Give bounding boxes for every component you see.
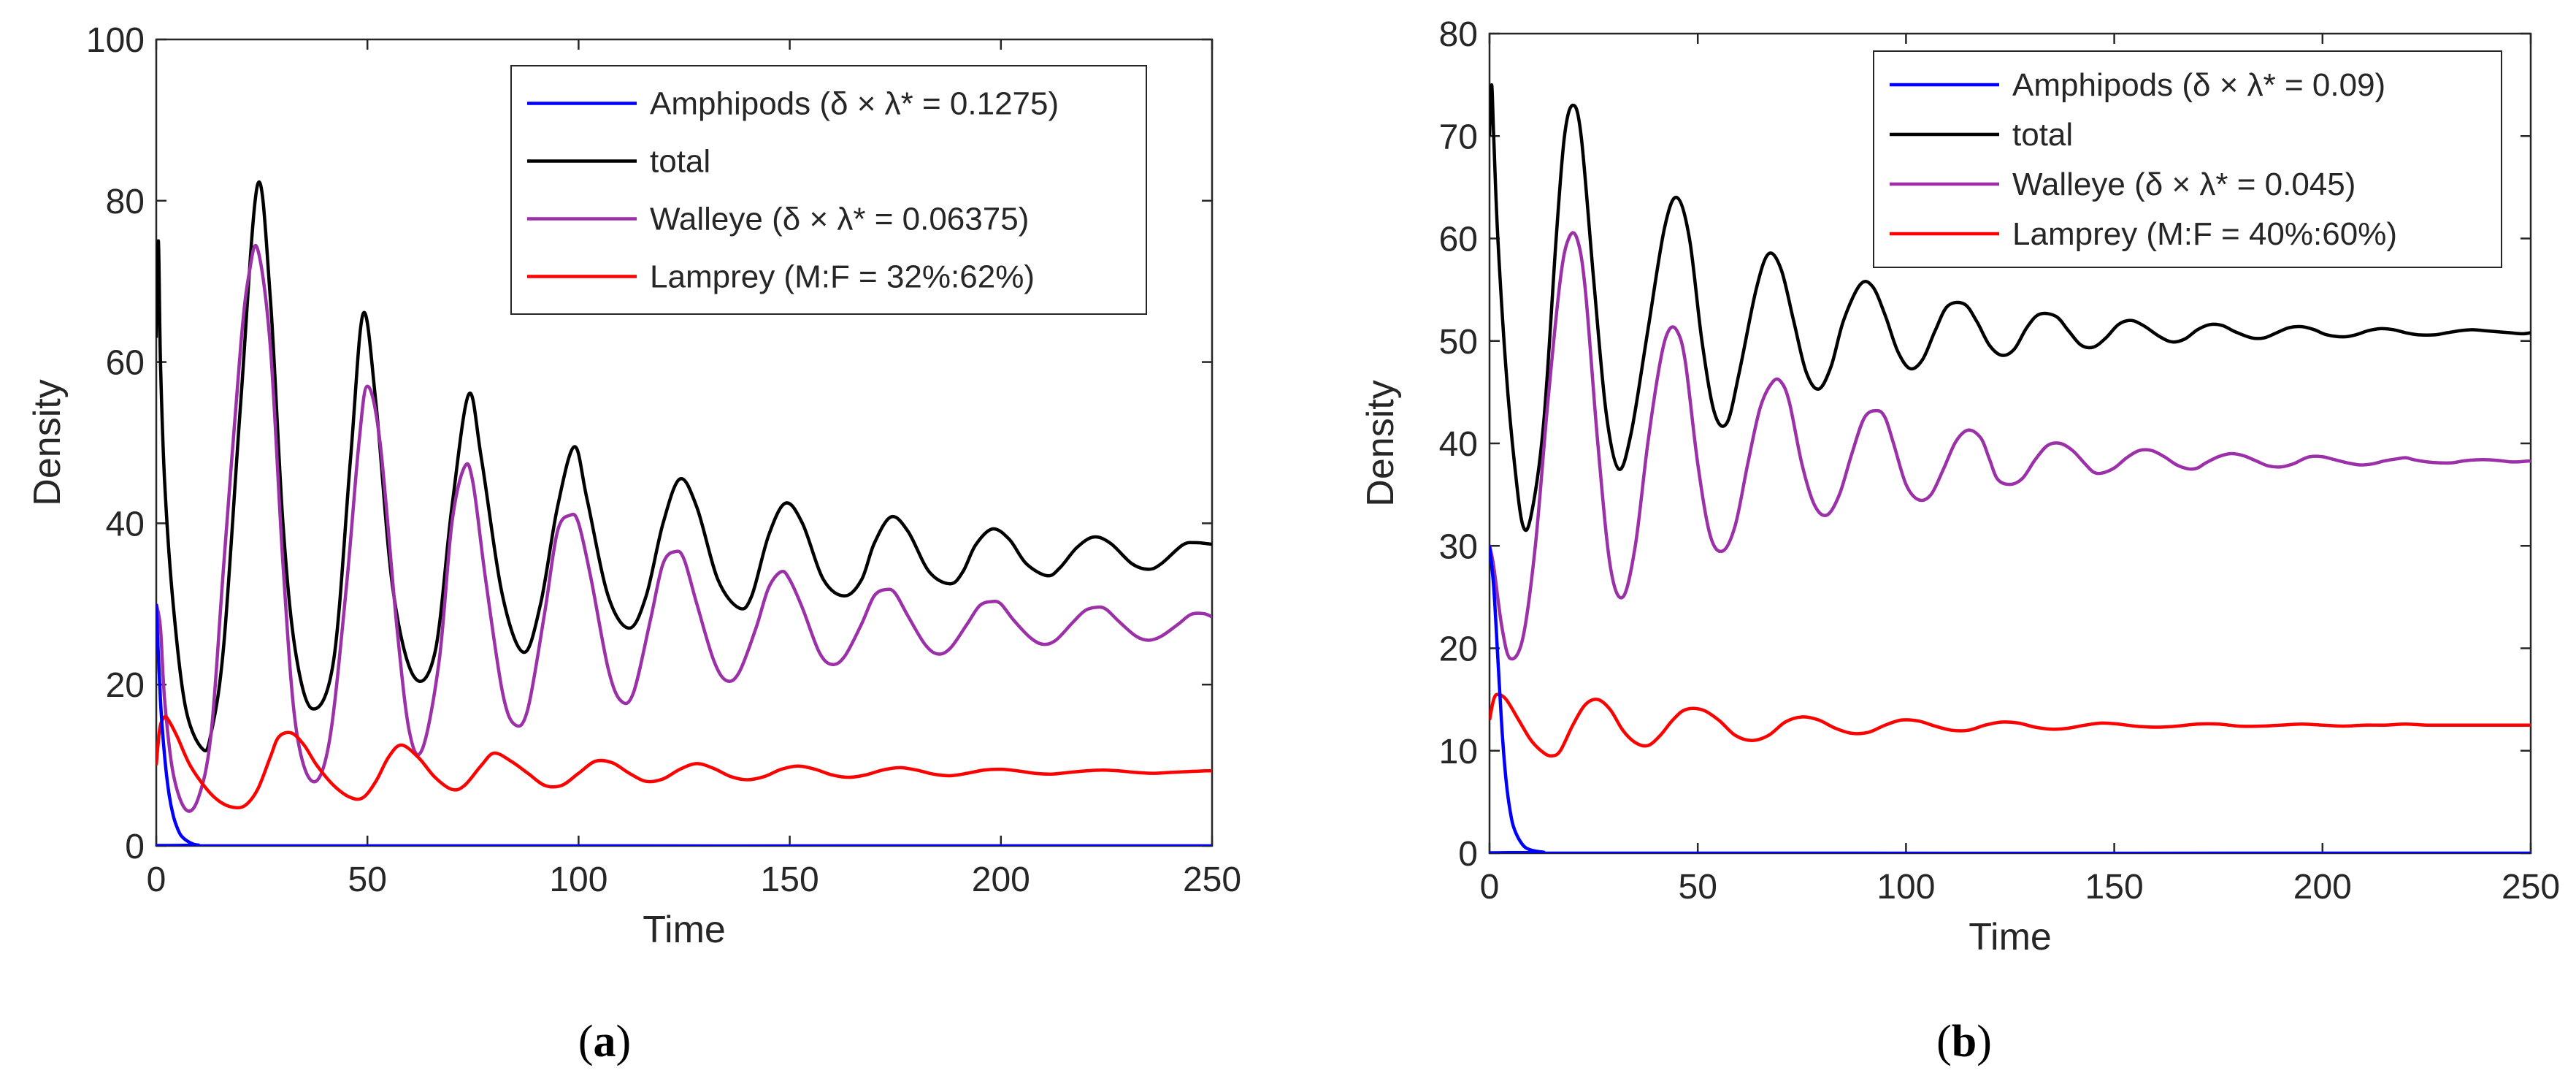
series-line-amphipods [156, 603, 1212, 846]
y-tick-label: 60 [106, 344, 145, 383]
panel-caption-letter: b [1952, 1017, 1977, 1066]
y-axis-label: Density [1360, 380, 1402, 506]
chart-panel-a: 0 50 100 150 200 250 0 20 40 60 80 100 Time Density Am… [26, 21, 1241, 1066]
y-tick-label: 40 [106, 505, 145, 543]
x-tick-label: 0 [1480, 868, 1500, 906]
x-axis-label: Time [1969, 916, 2052, 958]
x-tick-label: 50 [1679, 868, 1717, 906]
series-line-lamprey [156, 714, 1212, 810]
y-tick-label: 0 [1458, 835, 1478, 874]
y-tick-label: 40 [1439, 425, 1478, 464]
legend-entry: Lamprey (M:F = 32%:62%) [650, 259, 1035, 295]
y-tick-label: 20 [1439, 630, 1478, 669]
y-tick-label: 80 [106, 183, 145, 221]
legend-box [510, 65, 1147, 315]
series-line-lamprey [1490, 692, 2531, 758]
legend-entry: total [650, 144, 710, 180]
y-tick-label: 20 [106, 666, 145, 705]
x-tick-label: 200 [2293, 868, 2352, 906]
legend-entry: Walleye (δ × λ* = 0.06375) [650, 202, 1029, 237]
panel-caption-letter: a [594, 1017, 616, 1066]
chart-panel-b: 0 50 100 150 200 250 0 10 20 30 40 50 60 70 80 Time Dens… [1360, 15, 2560, 1066]
x-tick-label: 250 [2502, 868, 2560, 906]
x-tick-label: 0 [147, 860, 166, 899]
legend-entry: Lamprey (M:F = 40%:60%) [2012, 216, 2397, 252]
y-tick-label: 10 [1439, 733, 1478, 771]
x-tick-label: 250 [1183, 860, 1241, 899]
series-line-total [1490, 83, 2531, 533]
y-tick-label: 70 [1439, 118, 1478, 156]
panel-caption: (b) [1936, 1017, 1992, 1066]
x-tick-label: 50 [348, 860, 387, 899]
y-tick-label: 50 [1439, 323, 1478, 362]
y-tick-label: 60 [1439, 221, 1478, 259]
series-line-amphipods [1490, 546, 2531, 853]
y-tick-label: 80 [1439, 15, 1478, 54]
y-tick-label: 30 [1439, 527, 1478, 566]
x-tick-label: 150 [2085, 868, 2144, 906]
legend-entry: total [2012, 117, 2073, 153]
legend-box [1873, 50, 2502, 268]
legend-a: Amphipods (δ × λ* = 0.1275) total Walleye … [510, 65, 1147, 315]
x-axis-label: Time [643, 909, 726, 951]
x-tick-label: 150 [761, 860, 819, 899]
panel-caption: (a) [578, 1017, 631, 1066]
x-tick-label: 100 [549, 860, 607, 899]
x-tick-label: 100 [1877, 868, 1935, 906]
series-line-walleye [156, 243, 1212, 813]
x-tick-label: 200 [972, 860, 1030, 899]
legend-entry: Amphipods (δ × λ* = 0.1275) [650, 86, 1059, 122]
legend-entry: Walleye (δ × λ* = 0.045) [2012, 167, 2355, 202]
series-line-walleye [1490, 231, 2531, 661]
legend-b: Amphipods (δ × λ* = 0.09) total Walleye (δ… [1873, 50, 2502, 268]
legend-entry: Amphipods (δ × λ* = 0.09) [2012, 67, 2385, 103]
y-axis-label: Density [26, 379, 69, 505]
y-tick-label: 0 [125, 828, 145, 866]
y-tick-label: 100 [86, 21, 145, 60]
series-line-total [156, 180, 1212, 753]
